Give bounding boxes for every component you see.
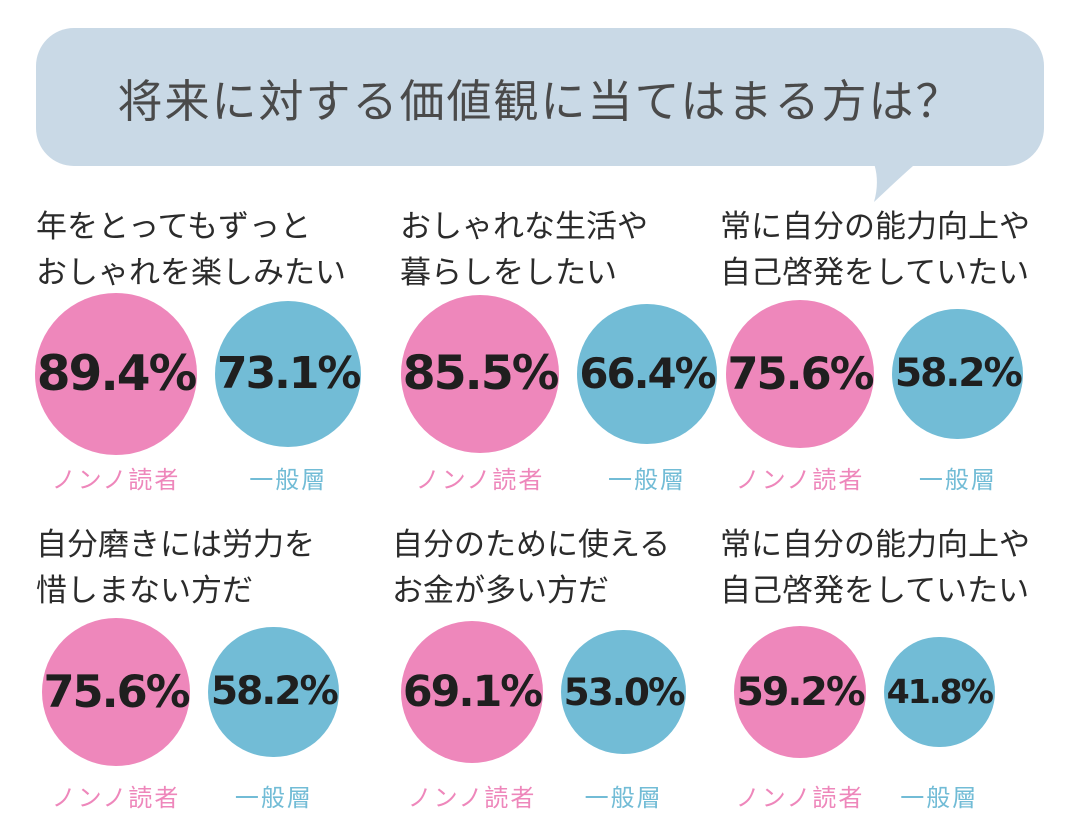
title-bubble — [36, 28, 1044, 166]
chart-panel-5: 自分のために使える お金が多い方だ 69.1% 53.0% ノンノ読者 一般層 — [392, 522, 752, 822]
general-circle: 58.2% — [208, 626, 340, 758]
general-circle: 66.4% — [577, 304, 717, 444]
question-line: おしゃれな生活や — [400, 209, 648, 245]
nonno-value-label: 75.6% — [727, 347, 874, 400]
nonno-series-label: ノンノ読者 — [735, 784, 865, 812]
general-value-label: 58.2% — [894, 351, 1023, 397]
nonno-value-label: 75.6% — [43, 665, 190, 718]
general-value-label: 53.0% — [563, 669, 686, 714]
chart-panel-3: 常に自分の能力向上や 自己啓発をしていたい 75.6% 58.2% ノンノ読者 … — [720, 204, 1080, 504]
nonno-circle: 85.5% — [400, 294, 560, 454]
nonno-circle: 59.2% — [734, 626, 866, 758]
question: 自分のために使える お金が多い方だ — [392, 522, 752, 614]
general-series-label: 一般層 — [900, 784, 979, 812]
question-line: 常に自分の能力向上や — [720, 527, 1030, 563]
question-line: 常に自分の能力向上や — [720, 209, 1030, 245]
question-line: 自己啓発をしていたい — [720, 573, 1030, 609]
general-value-label: 58.2% — [210, 669, 339, 715]
general-value-label: 73.1% — [217, 348, 361, 400]
question-line: 自己啓発をしていたい — [720, 255, 1030, 291]
question: おしゃれな生活や 暮らしをしたい — [400, 204, 760, 296]
question: 常に自分の能力向上や 自己啓発をしていたい — [720, 522, 1080, 614]
chart-panel-4: 自分磨きには労力を 惜しまない方だ 75.6% 58.2% ノンノ読者 一般層 — [36, 522, 396, 822]
nonno-series-label: ノンノ読者 — [51, 784, 181, 812]
question-line: 暮らしをしたい — [400, 255, 617, 291]
general-series-label: 一般層 — [608, 466, 687, 494]
nonno-circle: 75.6% — [41, 617, 191, 767]
question: 常に自分の能力向上や 自己啓発をしていたい — [720, 204, 1080, 296]
question-line: 自分のために使える — [392, 527, 671, 563]
nonno-circle: 89.4% — [35, 293, 197, 455]
question-line: おしゃれを楽しみたい — [36, 255, 346, 291]
general-circle: 58.2% — [892, 308, 1024, 440]
general-series-label: 一般層 — [918, 466, 997, 494]
nonno-series-label: ノンノ読者 — [415, 466, 545, 494]
general-series-label: 一般層 — [584, 784, 663, 812]
nonno-value-label: 69.1% — [402, 666, 543, 717]
question: 自分磨きには労力を 惜しまない方だ — [36, 522, 396, 614]
chart-panel-1: 年をとってもずっと おしゃれを楽しみたい 89.4% 73.1% ノンノ読者 一… — [35, 204, 396, 504]
nonno-value-label: 85.5% — [402, 346, 560, 402]
question-line: 自分磨きには労力を — [36, 527, 315, 563]
general-circle: 53.0% — [561, 629, 686, 755]
bubble-tail — [852, 150, 932, 202]
nonno-series-label: ノンノ読者 — [735, 466, 865, 494]
general-series-label: 一般層 — [249, 466, 328, 494]
nonno-circle: 75.6% — [725, 299, 875, 449]
chart-panel-6: 常に自分の能力向上や 自己啓発をしていたい 59.2% 41.8% ノンノ読者 … — [720, 522, 1080, 822]
question-line: お金が多い方だ — [392, 573, 609, 609]
general-value-label: 41.8% — [886, 672, 994, 712]
nonno-series-label: ノンノ読者 — [51, 466, 181, 494]
general-circle: 41.8% — [883, 636, 995, 748]
general-value-label: 66.4% — [579, 349, 716, 399]
nonno-series-label: ノンノ読者 — [407, 784, 537, 812]
general-circle: 73.1% — [215, 300, 362, 448]
question: 年をとってもずっと おしゃれを楽しみたい — [36, 204, 396, 296]
question-line: 惜しまない方だ — [36, 573, 253, 609]
question-line: 年をとってもずっと — [36, 209, 311, 245]
general-series-label: 一般層 — [234, 784, 313, 812]
page-title: 将来に対する価値観に当てはまる方は？ — [117, 74, 963, 128]
nonno-value-label: 89.4% — [36, 346, 198, 402]
chart-panel-2: おしゃれな生活や 暮らしをしたい 85.5% 66.4% ノンノ読者 一般層 — [400, 204, 760, 504]
nonno-value-label: 59.2% — [736, 668, 865, 715]
nonno-circle: 69.1% — [400, 620, 544, 764]
